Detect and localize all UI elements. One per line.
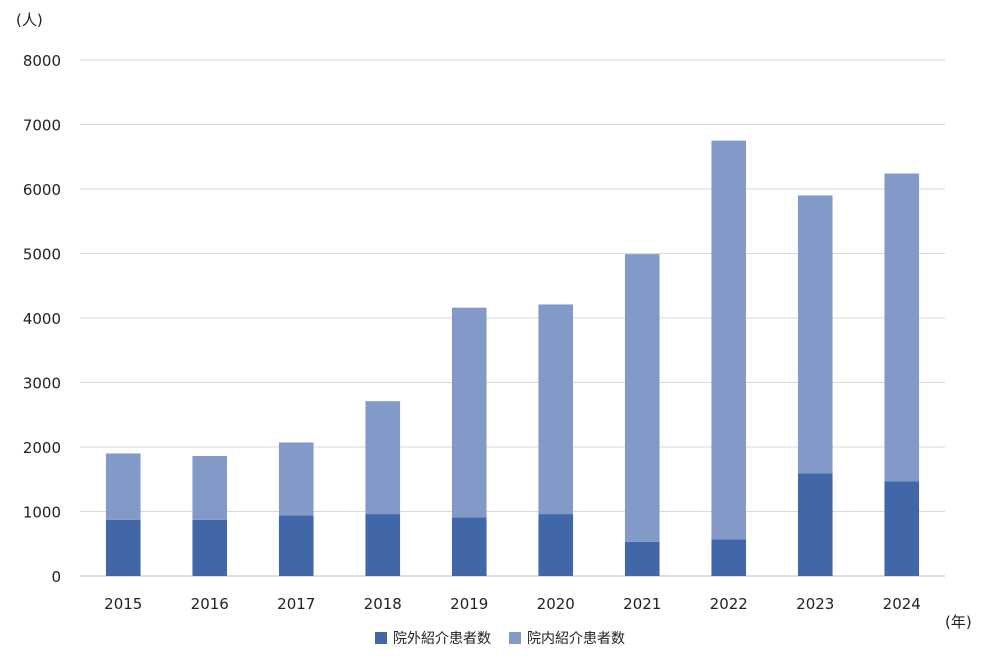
y-tick-label: 7000 — [23, 117, 61, 135]
bar-segment-outside-referrals — [711, 539, 747, 576]
chart-legend: 院外紹介患者数 院内紹介患者数 — [0, 628, 1000, 648]
x-tick-label: 2023 — [796, 595, 834, 613]
x-axis-unit-label: (年) — [945, 613, 972, 631]
bar-segment-outside-referrals — [192, 519, 228, 576]
y-tick-label: 1000 — [23, 504, 61, 522]
x-tick-label: 2024 — [883, 595, 921, 613]
bar-segment-outside-referrals — [451, 517, 487, 576]
x-tick-label: 2022 — [710, 595, 748, 613]
x-tick-label: 2021 — [623, 595, 661, 613]
bar-segment-outside-referrals — [538, 514, 574, 576]
x-tick-label: 2015 — [104, 595, 142, 613]
bar-segment-outside-referrals — [624, 541, 660, 576]
y-tick-label: 4000 — [23, 310, 61, 328]
bar-segment-outside-referrals — [797, 473, 833, 576]
bar-segment-outside-referrals — [105, 519, 141, 576]
legend-label-outside-referrals: 院外紹介患者数 — [393, 631, 491, 647]
legend-swatch-outside-referrals — [375, 632, 387, 644]
bar-segment-inside-referrals — [365, 401, 401, 515]
x-tick-label: 2016 — [191, 595, 229, 613]
legend-item-outside-referrals: 院外紹介患者数 — [375, 628, 491, 648]
y-tick-label: 0 — [51, 568, 61, 586]
bar-segment-inside-referrals — [624, 254, 660, 542]
x-tick-label: 2020 — [537, 595, 575, 613]
bar-segment-inside-referrals — [451, 307, 487, 518]
bar-segment-inside-referrals — [538, 304, 574, 515]
legend-label-inside-referrals: 院内紹介患者数 — [527, 631, 625, 647]
x-tick-label: 2019 — [450, 595, 488, 613]
y-tick-label: 2000 — [23, 439, 61, 457]
bar-segment-inside-referrals — [105, 453, 141, 520]
bar-segment-outside-referrals — [365, 514, 401, 576]
bar-segment-inside-referrals — [278, 442, 314, 516]
bar-segment-outside-referrals — [278, 515, 314, 576]
y-tick-label: 8000 — [23, 52, 61, 70]
bar-segment-outside-referrals — [884, 481, 920, 576]
y-axis-unit-label: (人) — [16, 11, 43, 29]
legend-item-inside-referrals: 院内紹介患者数 — [509, 628, 625, 648]
y-tick-label: 5000 — [23, 246, 61, 264]
bar-segment-inside-referrals — [884, 173, 920, 482]
x-tick-label: 2018 — [364, 595, 402, 613]
x-tick-label: 2017 — [277, 595, 315, 613]
bar-segment-inside-referrals — [192, 456, 228, 520]
bar-segment-inside-referrals — [711, 140, 747, 540]
legend-swatch-inside-referrals — [509, 632, 521, 644]
y-tick-label: 6000 — [23, 181, 61, 199]
bar-segment-inside-referrals — [797, 195, 833, 474]
y-tick-label: 3000 — [23, 375, 61, 393]
